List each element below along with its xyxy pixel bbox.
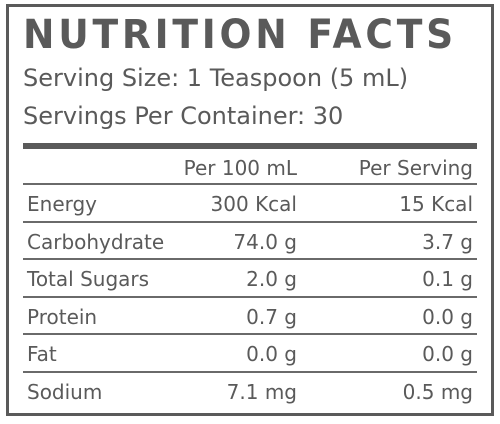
nutrient-name: Sodium [27, 379, 103, 404]
nutrient-name: Energy [27, 192, 98, 216]
table-row-fat: Fat 0.0 g 0.0 g [23, 335, 477, 373]
value-per-100ml: 2.0 g [246, 267, 297, 291]
value-per-serving: 0.0 g [422, 342, 473, 366]
value-per-serving: 0.1 g [422, 267, 473, 291]
value-per-serving: 15 Kcal [399, 192, 473, 216]
value-per-serving: 3.7 g [422, 229, 473, 254]
value-per-100ml: 0.7 g [246, 304, 297, 329]
header-per-serving: Per Serving [358, 156, 473, 180]
nutrient-name: Protein [27, 304, 98, 329]
servings-per-container: Servings Per Container: 30 [23, 102, 344, 130]
value-per-100ml: 300 Kcal [210, 192, 297, 216]
value-per-100ml: 0.0 g [246, 342, 297, 366]
table-row-energy: Energy 300 Kcal 15 Kcal [23, 185, 477, 223]
header-per-100ml: Per 100 mL [183, 156, 297, 180]
table-row-protein: Protein 0.7 g 0.0 g [23, 298, 477, 335]
table-header-row: Per 100 mL Per Serving [23, 149, 477, 185]
label-title: NUTRITION FACTS [23, 12, 457, 58]
thick-divider [23, 143, 477, 149]
nutrient-name: Carbohydrate [27, 229, 165, 254]
nutrient-name: Fat [27, 342, 57, 366]
nutrient-name: Total Sugars [27, 267, 150, 291]
serving-size: Serving Size: 1 Teaspoon (5 mL) [23, 64, 409, 92]
nutrition-label: NUTRITION FACTS Serving Size: 1 Teaspoon… [6, 4, 494, 416]
table-row-sodium: Sodium 7.1 mg 0.5 mg [23, 373, 477, 411]
table-row-carbohydrate: Carbohydrate 74.0 g 3.7 g [23, 223, 477, 260]
value-per-serving: 0.0 g [422, 304, 473, 329]
nutrition-table: Per 100 mL Per Serving Energy 300 Kcal 1… [23, 149, 477, 407]
table-row-total-sugars: Total Sugars 2.0 g 0.1 g [23, 260, 477, 298]
value-per-100ml: 7.1 mg [226, 379, 297, 404]
value-per-100ml: 74.0 g [233, 229, 297, 254]
value-per-serving: 0.5 mg [402, 379, 473, 404]
